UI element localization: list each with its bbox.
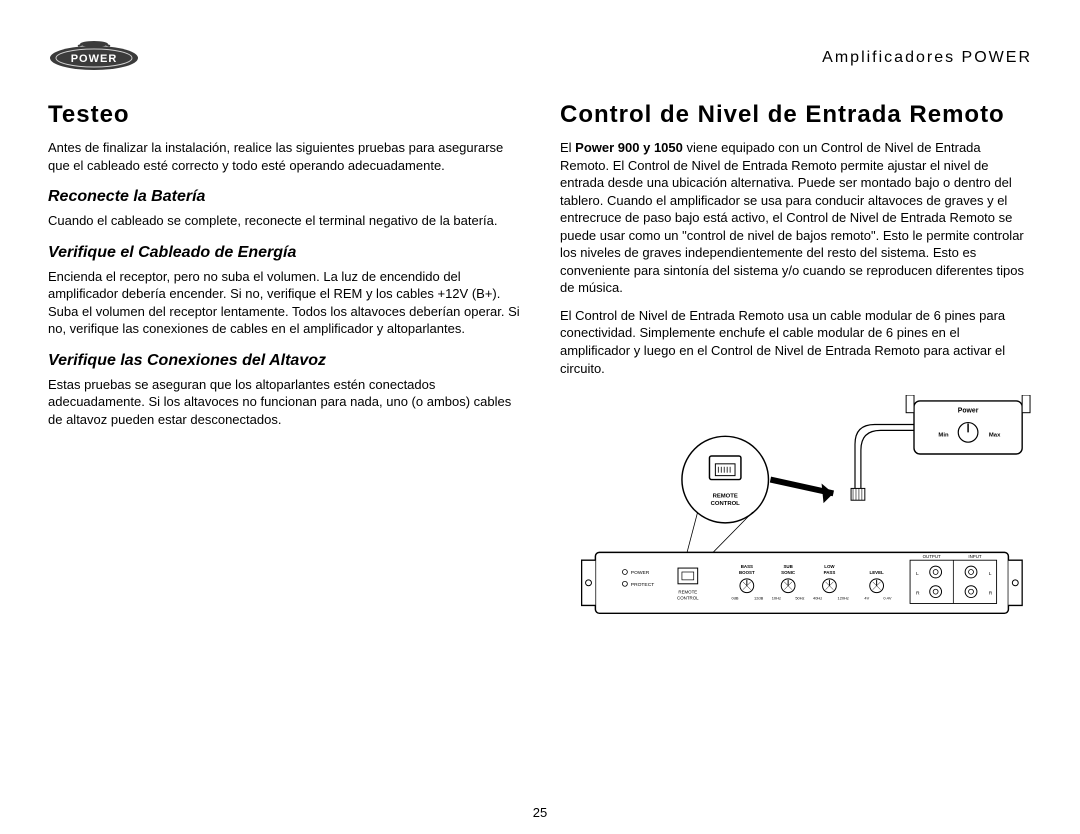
control-nivel-p2: El Control de Nivel de Entrada Remoto us… — [560, 307, 1032, 377]
svg-text:0.4V: 0.4V — [883, 596, 891, 601]
testeo-intro: Antes de finalizar la instalación, reali… — [48, 139, 520, 174]
verifique-energia-heading: Verifique el Cableado de Energía — [48, 244, 520, 262]
reconecte-text: Cuando el cableado se complete, reconect… — [48, 212, 520, 230]
remote-level-diagram: Power Min Max — [560, 395, 1032, 636]
svg-text:CONTROL: CONTROL — [711, 501, 741, 507]
svg-text:10Hz: 10Hz — [772, 596, 781, 601]
svg-text:Max: Max — [989, 432, 1001, 438]
svg-text:PROTECT: PROTECT — [631, 582, 654, 588]
testeo-heading: Testeo — [48, 101, 520, 129]
svg-text:40Hz: 40Hz — [813, 596, 822, 601]
svg-text:LEVEL: LEVEL — [870, 570, 885, 575]
page-header: POWER Amplificadores POWER — [48, 38, 1032, 77]
arrow-icon — [770, 480, 833, 504]
svg-text:L: L — [989, 571, 992, 577]
verifique-energia-text: Encienda el receptor, pero no suba el vo… — [48, 268, 520, 338]
content-columns: Testeo Antes de finalizar la instalación… — [48, 101, 1032, 636]
svg-text:R: R — [989, 591, 993, 597]
verifique-altavoz-heading: Verifique las Conexiones del Altavoz — [48, 352, 520, 370]
svg-text:POWER: POWER — [631, 570, 650, 576]
svg-text:120Hz: 120Hz — [838, 596, 849, 601]
svg-text:SUB: SUB — [783, 564, 792, 569]
power-logo: POWER — [48, 38, 140, 77]
svg-text:OUTPUT: OUTPUT — [923, 554, 941, 559]
svg-text:BOOST: BOOST — [739, 570, 755, 575]
svg-text:Min: Min — [938, 432, 949, 438]
svg-text:L: L — [916, 571, 919, 577]
p1-post: viene equipado con un Control de Nivel d… — [560, 140, 1024, 295]
verifique-altavoz-text: Estas pruebas se aseguran que los altopa… — [48, 376, 520, 429]
product-line-label: Amplificadores POWER — [822, 49, 1032, 67]
svg-text:R: R — [916, 591, 920, 597]
svg-text:BASS: BASS — [741, 564, 753, 569]
svg-text:4V: 4V — [864, 596, 869, 601]
p1-bold: Power 900 y 1050 — [575, 140, 683, 155]
svg-text:CONTROL: CONTROL — [677, 596, 699, 601]
reconecte-heading: Reconecte la Batería — [48, 188, 520, 206]
svg-text:50Hz: 50Hz — [795, 596, 804, 601]
svg-text:POWER: POWER — [71, 53, 118, 65]
svg-text:LOW: LOW — [824, 564, 835, 569]
left-column: Testeo Antes de finalizar la instalación… — [48, 101, 520, 636]
amplifier-icon: POWER PROTECT REMOTE CONTROL BASS BOOST — [582, 552, 1023, 613]
svg-text:12dB: 12dB — [754, 596, 764, 601]
svg-text:SONIC: SONIC — [781, 570, 796, 575]
svg-text:REMOTE: REMOTE — [713, 493, 738, 499]
control-nivel-heading: Control de Nivel de Entrada Remoto — [560, 101, 1032, 129]
page-number: 25 — [533, 805, 547, 820]
control-nivel-p1: El Power 900 y 1050 viene equipado con u… — [560, 139, 1032, 297]
svg-text:Power: Power — [958, 408, 979, 415]
svg-text:REMOTE: REMOTE — [678, 590, 697, 595]
p1-pre: El — [560, 140, 575, 155]
callout-circle-icon: REMOTE CONTROL — [682, 436, 769, 523]
right-column: Control de Nivel de Entrada Remoto El Po… — [560, 101, 1032, 636]
svg-text:PASS: PASS — [824, 570, 836, 575]
remote-box-icon: Power Min Max — [906, 395, 1030, 454]
svg-text:0dB: 0dB — [732, 596, 739, 601]
svg-text:INPUT: INPUT — [968, 554, 982, 559]
